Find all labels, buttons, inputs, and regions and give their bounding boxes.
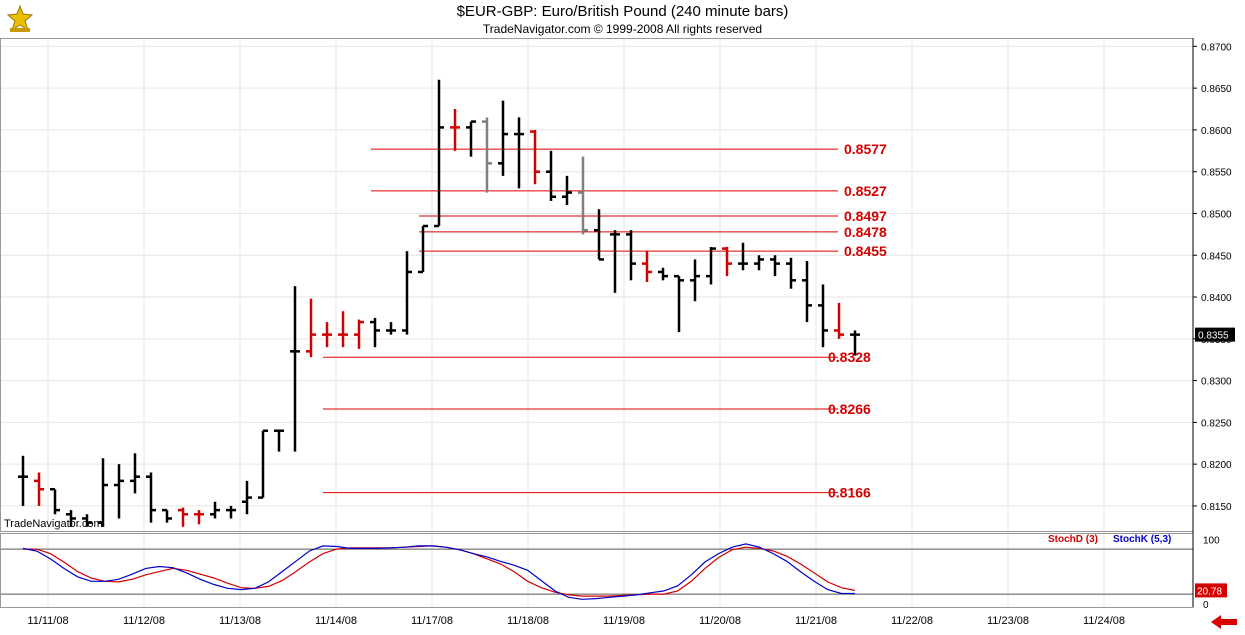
trade-navigator-logo-icon — [4, 4, 36, 34]
watermark: TradeNavigator.com — [4, 518, 103, 530]
y-tick-label: 0.8650 — [1201, 84, 1232, 95]
level-label: 0.8478 — [844, 224, 887, 240]
level-label: 0.8527 — [844, 183, 887, 199]
last-price-box — [1195, 327, 1235, 342]
x-tick-label: 11/19/08 — [603, 615, 645, 627]
chart-axes: 11/11/08 11/12/08 11/13/08 11/14/08 11/17/08… — [0, 38, 1235, 627]
level-label: 0.8266 — [828, 401, 871, 417]
y-tick-label: 0.8250 — [1201, 418, 1232, 429]
x-tick-label: 11/18/08 — [507, 615, 549, 627]
price-bars — [18, 79, 860, 527]
x-tick-label: 11/11/08 — [27, 615, 68, 627]
x-tick-label: 11/20/08 — [699, 615, 741, 627]
stoch-y-tick-label: 0 — [1203, 600, 1209, 611]
x-tick-label: 11/13/08 — [219, 615, 261, 627]
level-label: 0.8455 — [844, 243, 887, 259]
x-tick-label: 11/17/08 — [411, 615, 453, 627]
y-tick-label: 0.8150 — [1201, 502, 1232, 513]
chart-subtitle: TradeNavigator.com © 1999-2008 All right… — [482, 22, 763, 36]
level-label: 0.8328 — [828, 349, 871, 365]
y-tick-label: 0.8700 — [1201, 42, 1232, 53]
stoch-series-line — [23, 545, 856, 597]
y-tick-label: 0.8550 — [1201, 168, 1232, 179]
x-tick-label: 11/14/08 — [315, 615, 357, 627]
last-price-label: 0.8355 — [1198, 331, 1229, 342]
y-tick-label: 0.8450 — [1201, 251, 1232, 262]
x-tick-label: 11/23/08 — [987, 615, 1029, 627]
stoch-y-tick-label: 100 — [1203, 535, 1220, 546]
y-tick-label: 0.8200 — [1201, 460, 1232, 471]
y-tick-label: 0.8600 — [1201, 126, 1232, 137]
price-panel-frame — [0, 38, 1194, 532]
level-label: 0.8497 — [844, 208, 887, 224]
x-tick-label: 11/24/08 — [1083, 615, 1125, 627]
x-tick-label: 11/12/08 — [123, 615, 165, 627]
stoch-last-value-label: 20.78 — [1197, 586, 1222, 597]
scroll-left-arrow-icon[interactable] — [1209, 614, 1239, 630]
x-tick-label: 11/22/08 — [891, 615, 933, 627]
chart-title: $EUR-GBP: Euro/British Pound (240 minute… — [456, 3, 789, 20]
level-label: 0.8577 — [844, 141, 887, 157]
y-tick-label: 0.8300 — [1201, 377, 1232, 388]
x-tick-label: 11/21/08 — [795, 615, 837, 627]
stoch-last-value-box — [1195, 583, 1227, 598]
stochastic-panel — [0, 543, 1193, 600]
level-label: 0.8166 — [828, 485, 871, 501]
stoch-series-line — [22, 543, 855, 600]
y-tick-label: 0.8400 — [1201, 293, 1232, 304]
legend-stochk: StochK (5,3) — [1113, 534, 1172, 545]
chart-grid — [0, 38, 1193, 607]
y-tick-label: 0.8500 — [1201, 209, 1232, 220]
legend-stochd: StochD (3) — [1048, 534, 1098, 545]
